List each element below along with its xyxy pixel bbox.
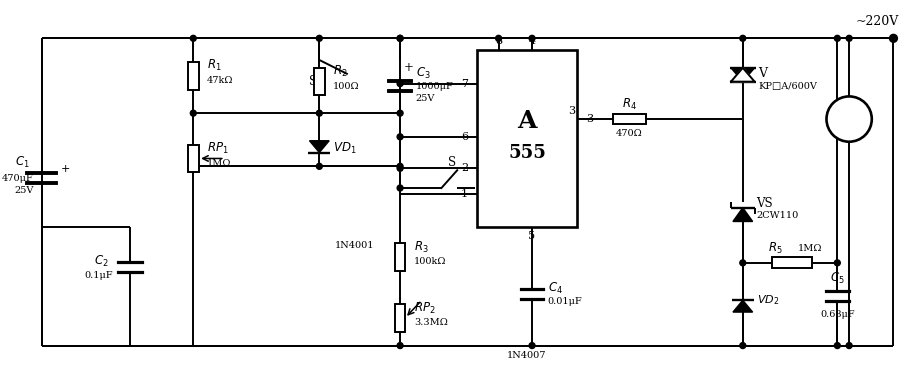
Text: $C_1$: $C_1$ — [15, 155, 30, 170]
Bar — [188, 145, 198, 172]
Text: 2CW110: 2CW110 — [757, 211, 798, 220]
Text: $C_4$: $C_4$ — [547, 281, 563, 296]
Text: M: M — [840, 105, 858, 122]
Text: $R_4$: $R_4$ — [622, 97, 637, 112]
Text: 25V: 25V — [416, 94, 436, 103]
Circle shape — [529, 35, 535, 41]
Text: $R_5$: $R_5$ — [768, 241, 782, 256]
Circle shape — [890, 34, 897, 42]
Text: 3: 3 — [586, 114, 593, 124]
Text: 1: 1 — [461, 189, 468, 199]
Text: 25V: 25V — [15, 186, 34, 196]
Circle shape — [740, 260, 746, 266]
Circle shape — [529, 343, 535, 349]
Circle shape — [740, 35, 746, 41]
Text: SB: SB — [309, 75, 326, 88]
Text: 8: 8 — [495, 36, 502, 46]
Text: $C_2$: $C_2$ — [94, 254, 109, 270]
Text: 100Ω: 100Ω — [333, 82, 360, 91]
Circle shape — [846, 35, 852, 41]
Bar — [395, 243, 405, 271]
Text: +: + — [60, 164, 70, 174]
Text: S: S — [449, 156, 456, 169]
Text: VS: VS — [757, 197, 773, 210]
Circle shape — [317, 164, 322, 169]
Text: $R_1$: $R_1$ — [207, 58, 222, 73]
Text: 0.01μF: 0.01μF — [547, 297, 582, 306]
Text: $VD_2$: $VD_2$ — [757, 293, 779, 307]
Circle shape — [397, 343, 403, 349]
Text: 100kΩ: 100kΩ — [414, 257, 447, 266]
Bar — [773, 258, 811, 268]
Text: $C_3$: $C_3$ — [416, 66, 430, 81]
Text: 1MΩ: 1MΩ — [797, 244, 822, 253]
Polygon shape — [309, 141, 330, 153]
Text: $R_3$: $R_3$ — [414, 240, 428, 255]
Circle shape — [834, 35, 840, 41]
Text: 1MΩ: 1MΩ — [207, 159, 232, 168]
Circle shape — [834, 343, 840, 349]
Text: 6: 6 — [461, 132, 468, 142]
Text: 0.68μF: 0.68μF — [820, 309, 855, 318]
Text: 3: 3 — [569, 106, 575, 116]
Circle shape — [846, 343, 852, 349]
Text: 1N4007: 1N4007 — [507, 351, 545, 360]
Text: 1000μF: 1000μF — [416, 82, 453, 91]
Circle shape — [397, 185, 403, 191]
Text: 2: 2 — [461, 163, 468, 173]
Bar — [395, 304, 405, 332]
Circle shape — [397, 164, 403, 169]
Circle shape — [397, 35, 403, 41]
Text: $C_5$: $C_5$ — [830, 271, 845, 286]
Text: 4: 4 — [529, 36, 535, 46]
Text: ~220V: ~220V — [856, 15, 899, 28]
Text: KP□A/600V: KP□A/600V — [759, 82, 818, 91]
Bar — [314, 68, 325, 96]
Bar — [613, 114, 646, 124]
Polygon shape — [733, 208, 752, 221]
Circle shape — [397, 81, 403, 86]
Text: $R_2$: $R_2$ — [333, 64, 348, 79]
Circle shape — [397, 110, 403, 116]
Bar — [188, 62, 198, 89]
Text: ~: ~ — [844, 119, 855, 133]
Text: 470Ω: 470Ω — [617, 129, 643, 138]
Polygon shape — [733, 300, 752, 312]
Bar — [477, 50, 578, 227]
Text: 3.3MΩ: 3.3MΩ — [414, 318, 448, 327]
Text: $VD_1$: $VD_1$ — [333, 141, 356, 156]
Circle shape — [397, 134, 403, 140]
Circle shape — [496, 35, 501, 41]
Circle shape — [740, 343, 746, 349]
Text: A: A — [518, 109, 537, 133]
Text: 470μF: 470μF — [2, 174, 34, 183]
Circle shape — [397, 165, 403, 171]
Text: 0.1μF: 0.1μF — [84, 271, 113, 280]
Polygon shape — [731, 68, 755, 82]
Text: 7: 7 — [461, 79, 468, 89]
Circle shape — [317, 35, 322, 41]
Text: +: + — [404, 61, 414, 74]
Text: V: V — [759, 67, 768, 80]
Text: $RP_1$: $RP_1$ — [207, 141, 229, 156]
Text: 1N4001: 1N4001 — [335, 241, 375, 250]
Text: 5: 5 — [529, 231, 535, 241]
Text: 555: 555 — [509, 144, 546, 162]
Circle shape — [190, 35, 197, 41]
Circle shape — [397, 35, 403, 41]
Text: $RP_2$: $RP_2$ — [414, 300, 436, 316]
Circle shape — [826, 96, 872, 142]
Circle shape — [190, 110, 197, 116]
Circle shape — [317, 110, 322, 116]
Polygon shape — [731, 68, 755, 82]
Text: 47kΩ: 47kΩ — [207, 76, 234, 85]
Circle shape — [834, 260, 840, 266]
